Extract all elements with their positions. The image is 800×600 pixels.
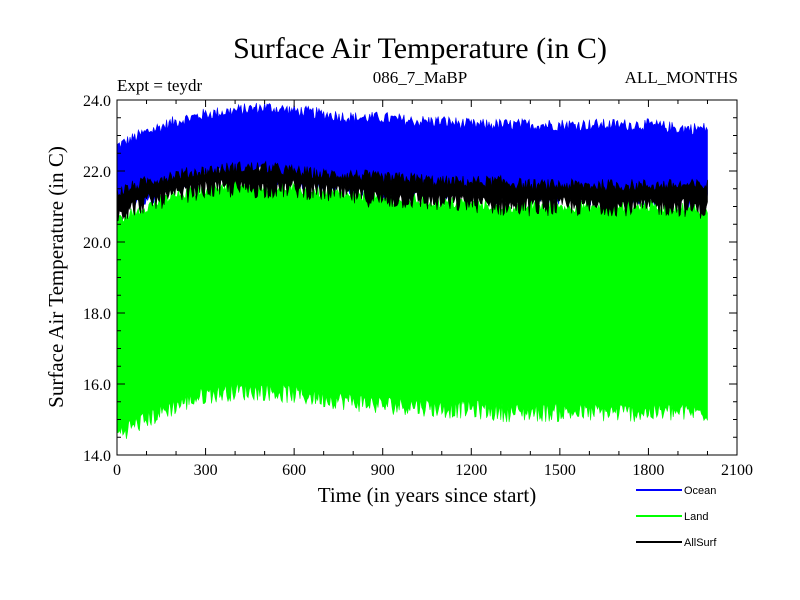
y-axis-ticks: 14.0 16.0 18.0 20.0 22.0 24.0 [83,93,737,465]
y-tick-label: 22.0 [83,164,111,181]
legend: Ocean Land AllSurf [636,485,717,549]
x-tick-label: 1200 [455,462,487,479]
x-tick-label: 0 [113,462,121,479]
legend-label-ocean: Ocean [684,485,716,497]
period-label: 086_7_MaBP [373,68,467,87]
y-tick-label: 16.0 [83,377,111,394]
x-tick-label: 300 [194,462,218,479]
months-label: ALL_MONTHS [625,68,738,87]
x-tick-label: 1800 [632,462,664,479]
legend-label-allsurf: AllSurf [684,537,717,549]
series-band-allsurf [116,160,708,222]
y-tick-label: 24.0 [83,93,111,110]
x-tick-label: 900 [371,462,395,479]
y-axis-label: Surface Air Temperature (in C) [44,146,68,408]
x-axis-ticks: 0 300 600 900 1200 1500 1800 2100 [113,100,753,479]
y-tick-label: 20.0 [83,235,111,252]
series-band-land [116,179,708,439]
chart-title: Surface Air Temperature (in C) [233,32,607,65]
x-tick-label: 600 [282,462,306,479]
legend-label-land: Land [684,511,708,523]
experiment-label: Expt = teydr [117,76,202,95]
y-tick-label: 18.0 [83,306,111,323]
x-tick-label: 1500 [544,462,576,479]
x-axis-label: Time (in years since start) [318,483,537,507]
y-tick-label: 14.0 [83,448,111,465]
x-tick-label: 2100 [721,462,753,479]
data-series-layer [116,102,708,439]
